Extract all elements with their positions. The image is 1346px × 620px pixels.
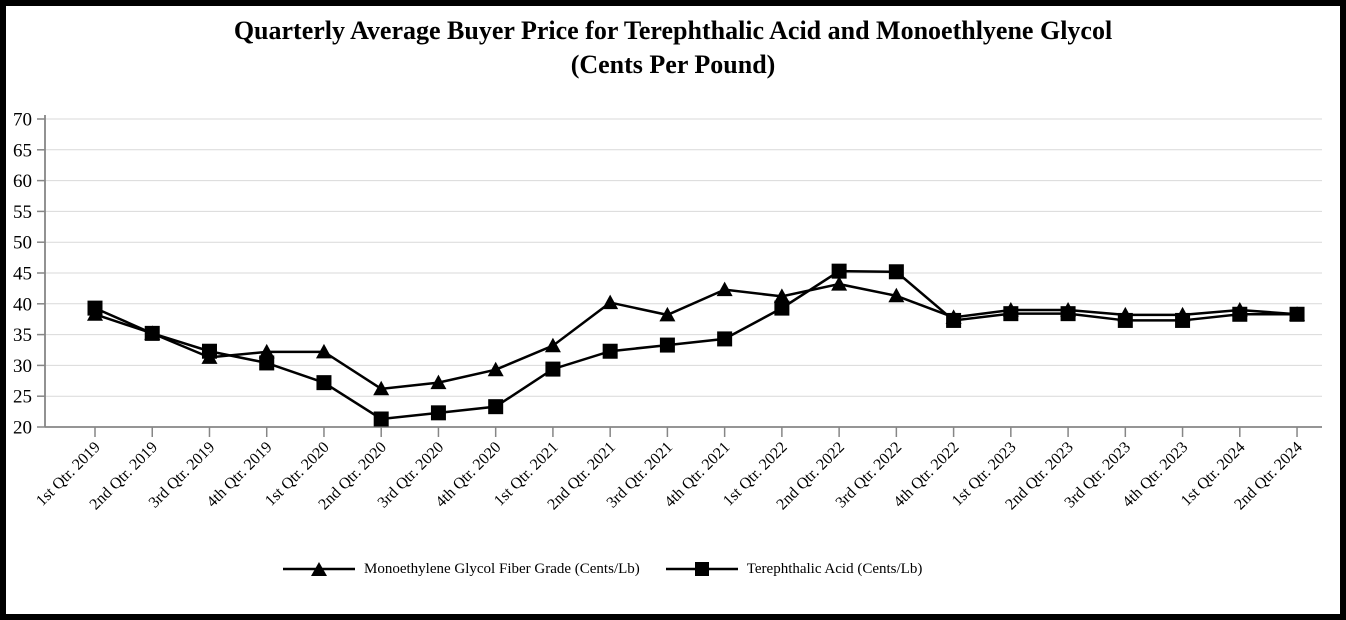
square-data-marker <box>1003 306 1019 322</box>
square-data-marker <box>1175 312 1191 328</box>
triangle-data-marker <box>487 361 504 377</box>
y-axis-label: 70 <box>13 110 32 131</box>
y-axis-label: 30 <box>13 356 32 377</box>
legend-item-terephthalic-acid: Terephthalic Acid (Cents/Lb) <box>665 560 923 578</box>
square-data-marker <box>946 312 962 328</box>
square-data-marker <box>1232 306 1248 322</box>
square-data-marker <box>201 343 217 359</box>
series-line-square <box>94 269 1298 421</box>
square-data-marker <box>144 325 160 341</box>
square-data-marker <box>545 361 561 377</box>
triangle-data-marker <box>716 281 733 297</box>
square-data-marker <box>373 411 389 427</box>
square-data-marker <box>602 343 618 359</box>
y-axis-label: 45 <box>13 264 32 285</box>
square-data-marker <box>87 300 103 316</box>
square-data-marker <box>717 331 733 347</box>
y-axis-label: 55 <box>13 202 32 223</box>
triangle-data-marker <box>373 380 390 396</box>
y-axis-label: 40 <box>13 294 32 315</box>
series-line-triangle <box>94 282 1298 391</box>
triangle-data-marker <box>602 294 619 310</box>
triangle-data-marker <box>773 288 790 303</box>
triangle-series-marker-icon <box>283 562 355 576</box>
y-axis-label: 60 <box>13 171 32 192</box>
legend-item-monoethylene-glycol: Monoethylene Glycol Fiber Grade (Cents/L… <box>283 560 640 578</box>
square-series-marker-icon <box>665 562 738 576</box>
triangle-data-marker <box>831 276 848 291</box>
legend-label-monoethylene-glycol: Monoethylene Glycol Fiber Grade (Cents/L… <box>364 560 640 577</box>
y-axis-label: 65 <box>13 140 32 161</box>
square-data-marker <box>831 263 847 279</box>
triangle-data-marker <box>258 343 275 359</box>
square-data-marker <box>1060 306 1076 322</box>
square-data-marker <box>1289 306 1305 322</box>
square-data-marker <box>1117 312 1133 328</box>
chart-title: Quarterly Average Buyer Price for Tereph… <box>0 14 1346 82</box>
legend-label-terephthalic-acid: Terephthalic Acid (Cents/Lb) <box>746 560 923 577</box>
square-data-marker <box>774 300 790 316</box>
triangle-data-marker <box>659 306 676 322</box>
square-data-marker <box>659 337 675 353</box>
triangle-data-marker <box>430 374 447 390</box>
square-data-marker <box>888 264 904 280</box>
square-data-marker <box>259 355 275 371</box>
chart-legend: Monoethylene Glycol Fiber Grade (Cents/L… <box>283 560 922 578</box>
y-axis-label: 25 <box>13 387 32 408</box>
triangle-data-marker <box>544 337 561 353</box>
chart-title-line1: Quarterly Average Buyer Price for Tereph… <box>233 16 1113 45</box>
triangle-data-marker <box>315 343 332 359</box>
chart-title-line2: (Cents Per Pound) <box>570 50 776 79</box>
y-axis-label: 20 <box>13 418 32 439</box>
square-data-marker <box>430 405 446 421</box>
square-data-marker <box>488 399 504 415</box>
y-axis-label: 50 <box>13 233 32 254</box>
y-axis-label: 35 <box>13 325 32 346</box>
square-data-marker <box>316 375 332 391</box>
triangle-data-marker <box>888 287 905 303</box>
